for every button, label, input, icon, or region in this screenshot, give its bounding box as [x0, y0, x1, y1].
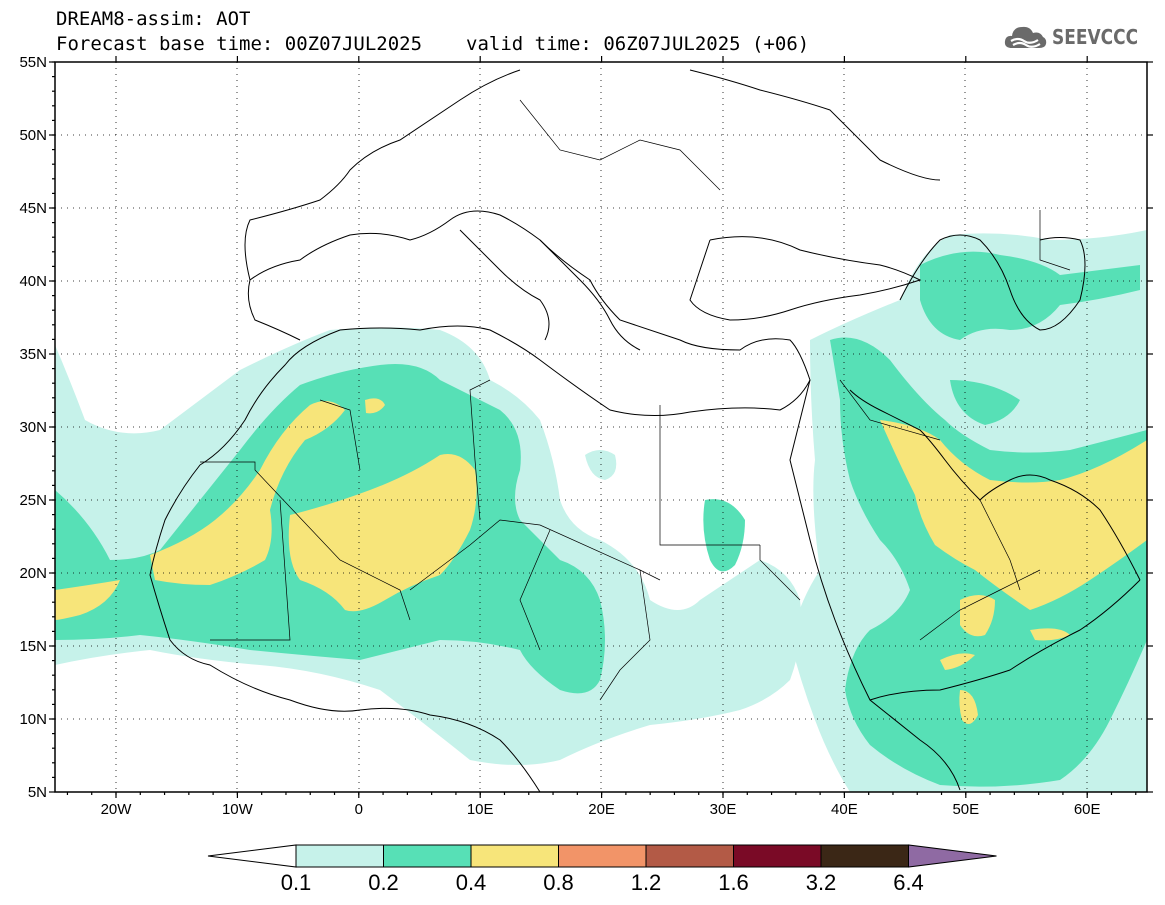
legend-label: 6.4	[893, 870, 924, 895]
lon-label: 10W	[222, 801, 254, 818]
valid-time: valid time: 06Z07JUL2025 (+06)	[466, 33, 810, 55]
legend-label: 0.2	[368, 870, 399, 895]
legend-swatch	[820, 844, 909, 868]
legend-labels: 0.1 0.2 0.4 0.8 1.2 1.6 3.2 6.4	[281, 870, 924, 895]
lat-label: 10N	[19, 711, 47, 728]
map-title: DREAM8-assim: AOT	[56, 8, 251, 30]
legend-label: 1.2	[631, 870, 662, 895]
legend-swatch	[295, 844, 384, 868]
legend-label: 0.4	[456, 870, 487, 895]
lat-label: 5N	[28, 784, 47, 801]
lat-label: 35N	[19, 346, 47, 363]
aot-field	[55, 230, 1147, 792]
lat-label: 20N	[19, 565, 47, 582]
lon-axis-labels: 20W 10W 0 10E 20E 30E 40E 50E 60E	[101, 801, 1101, 818]
legend-label: 1.6	[718, 870, 749, 895]
lat-label: 30N	[19, 419, 47, 436]
lat-label: 50N	[19, 127, 47, 144]
legend-swatch	[383, 844, 472, 868]
cloud-icon	[1004, 26, 1046, 48]
lon-label: 40E	[831, 801, 858, 818]
legend-label: 0.1	[281, 870, 312, 895]
lon-label: 0	[355, 801, 363, 818]
lat-label: 40N	[19, 273, 47, 290]
legend-swatch	[558, 844, 647, 868]
lon-label: 20W	[101, 801, 133, 818]
legend-label: 0.8	[543, 870, 574, 895]
legend-swatch	[470, 844, 559, 868]
legend-arrow-min	[207, 844, 297, 868]
lon-label: 60E	[1074, 801, 1101, 818]
legend-label: 3.2	[806, 870, 837, 895]
legend-colorbar	[207, 844, 997, 868]
lat-axis-labels: 55N 50N 45N 40N 35N 30N 25N 20N 15N 10N 5N	[19, 54, 47, 801]
graticule	[55, 62, 1147, 792]
legend-swatch	[645, 844, 734, 868]
logo-text: SEEVCCC	[1051, 25, 1138, 49]
base-time: Forecast base time: 00Z07JUL2025	[56, 33, 423, 55]
lat-label: 45N	[19, 200, 47, 217]
lat-label: 55N	[19, 54, 47, 71]
legend-swatch	[733, 844, 822, 868]
lat-label: 15N	[19, 638, 47, 655]
lon-label: 10E	[467, 801, 494, 818]
borders	[200, 99, 1071, 701]
legend-arrow-max	[908, 844, 997, 868]
time-line: Forecast base time: 00Z07JUL2025 valid ti…	[56, 33, 809, 55]
coastlines	[149, 69, 1141, 792]
axis-ticks	[49, 56, 1153, 798]
lon-label: 30E	[710, 801, 737, 818]
lon-label: 20E	[588, 801, 615, 818]
seevccc-logo: SEEVCCC	[1002, 22, 1153, 52]
aot-band-0.4	[55, 398, 1147, 724]
lon-label: 50E	[952, 801, 979, 818]
lat-label: 25N	[19, 492, 47, 509]
